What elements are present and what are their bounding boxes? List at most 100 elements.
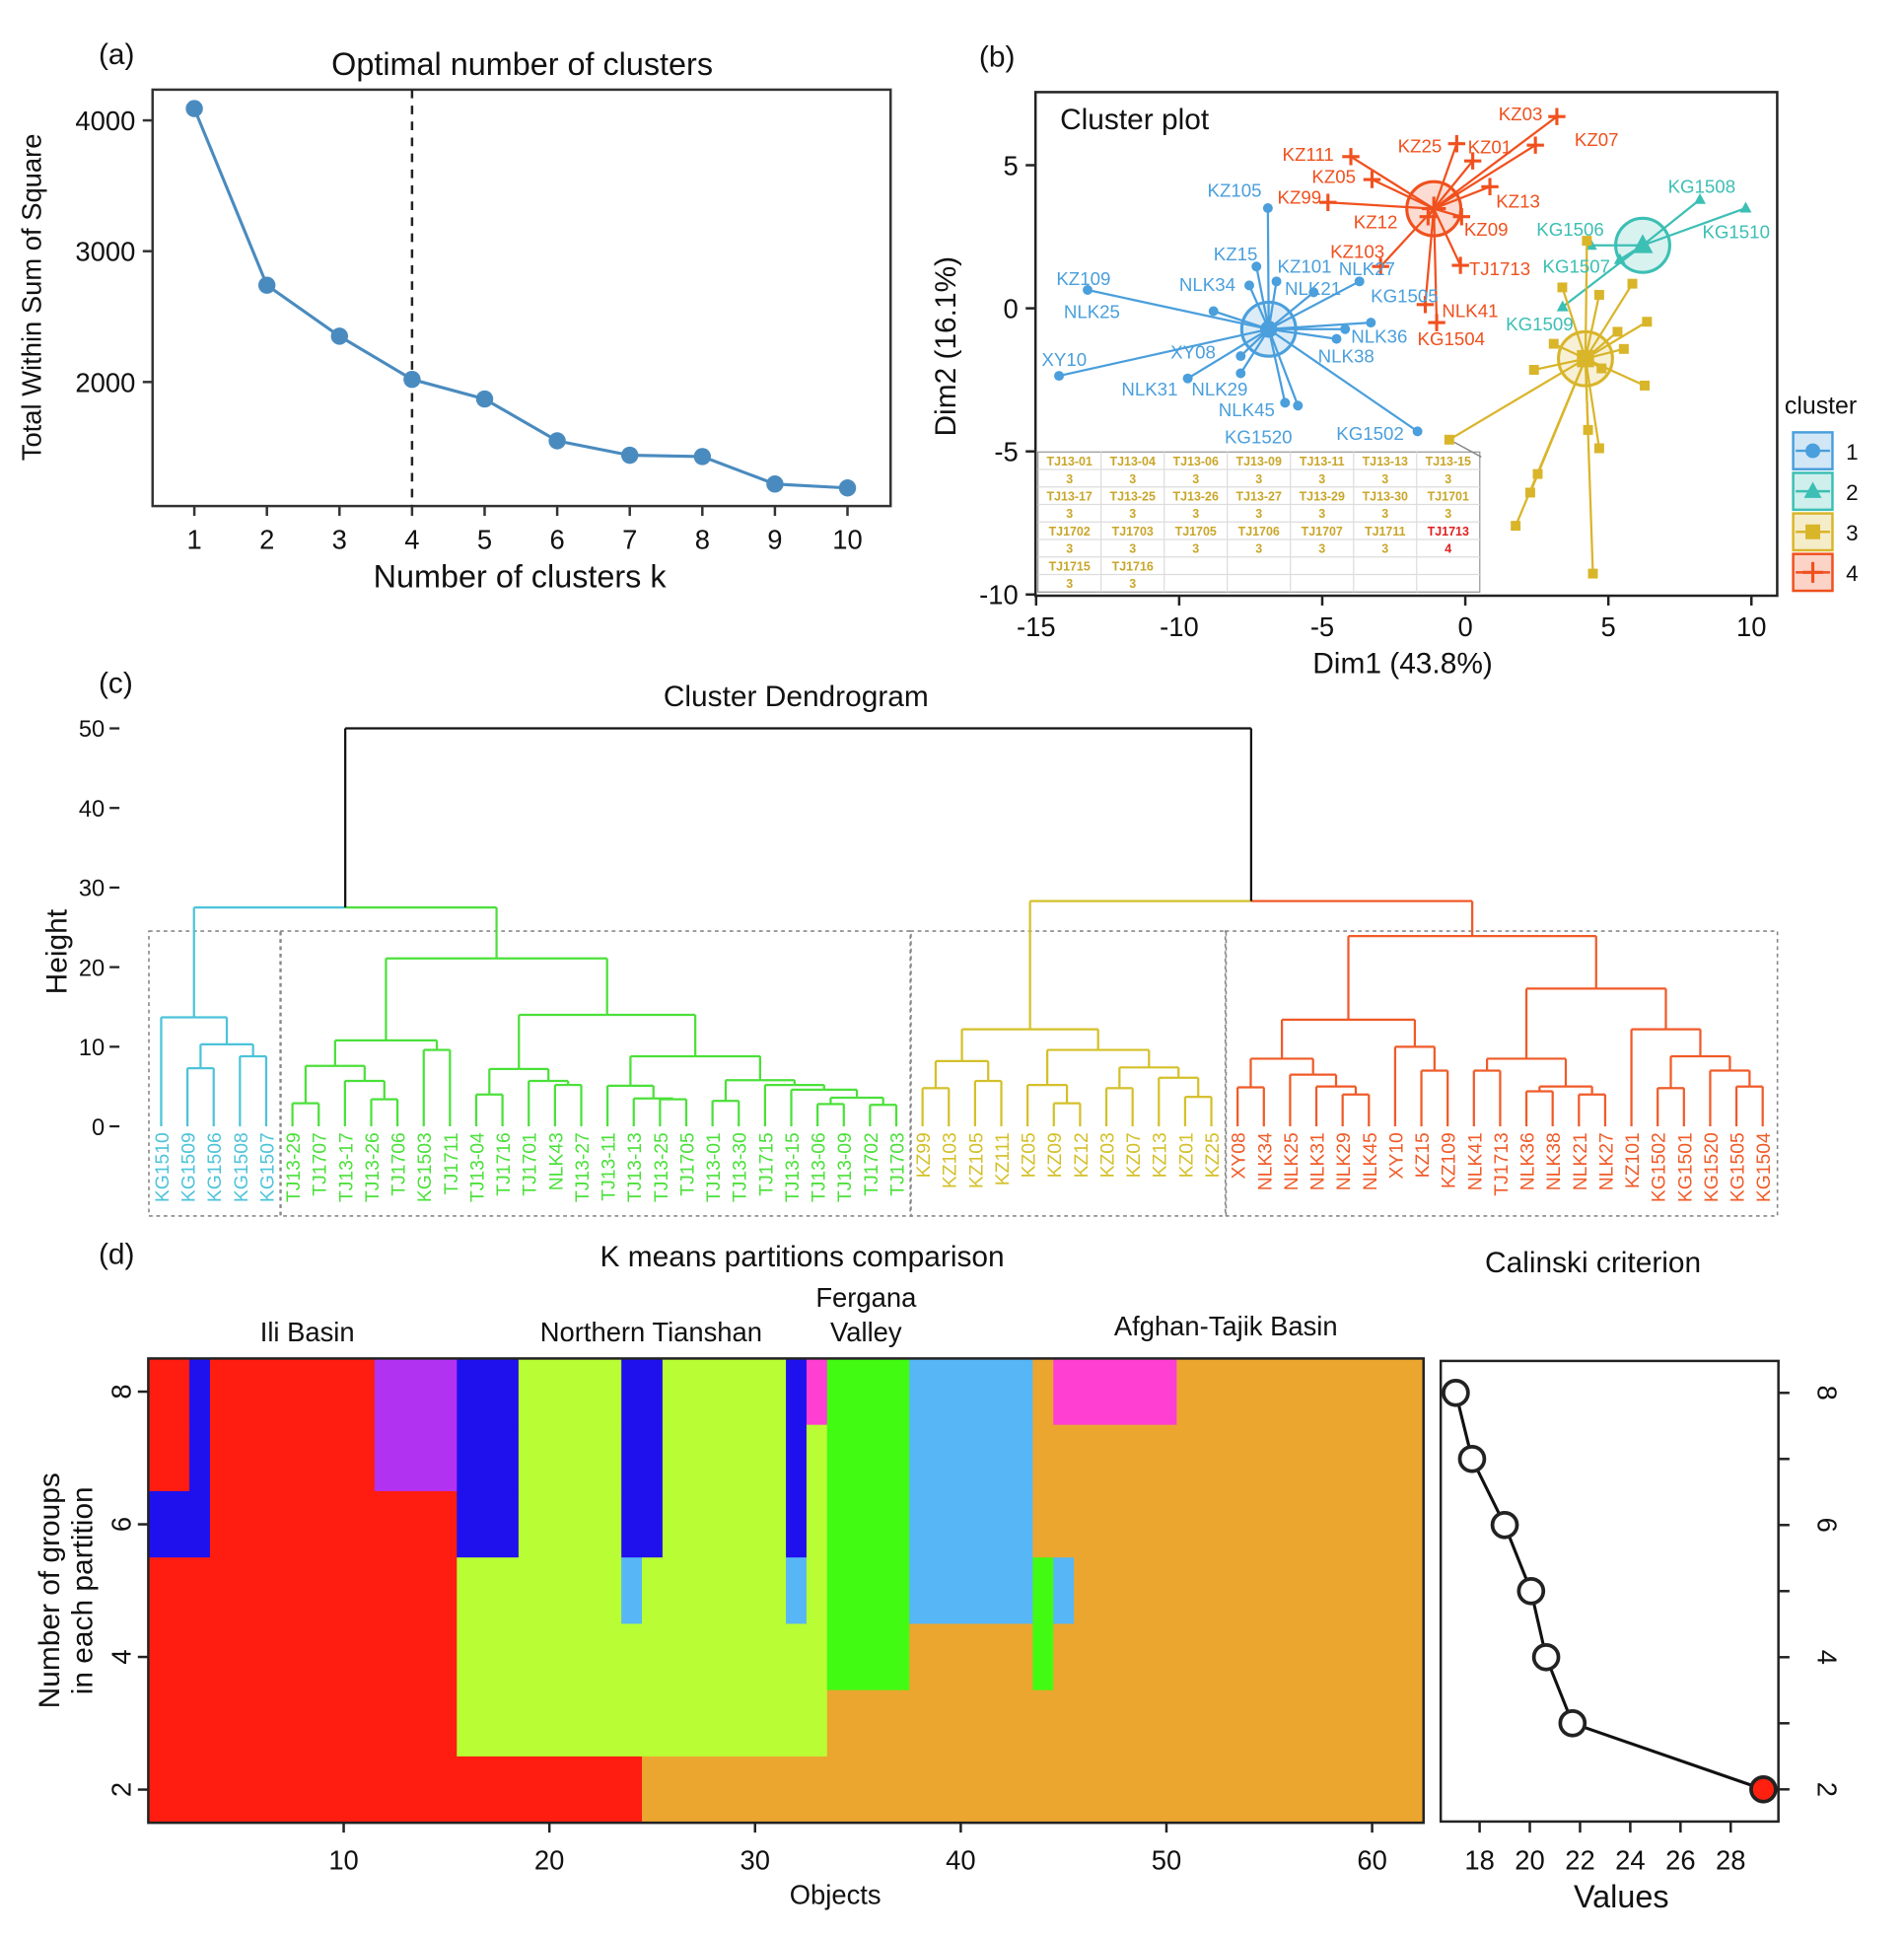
data-point	[1531, 1642, 1561, 1672]
leaf-label: TJ13-13	[625, 1132, 646, 1202]
cross-marker	[1481, 178, 1499, 195]
point-label: KZ07	[1575, 129, 1619, 150]
chart-title: Cluster plot	[1060, 104, 1210, 136]
leaf-label: TJ13-15	[783, 1132, 804, 1202]
table-cluster-value: 3	[1445, 472, 1451, 486]
table-cluster-value: 3	[1318, 542, 1325, 556]
point-label: KZ09	[1464, 219, 1509, 240]
data-point	[403, 370, 421, 389]
cluster-group-box	[279, 930, 912, 1217]
x-tick-label: -10	[1160, 611, 1199, 642]
circle-marker	[1280, 397, 1291, 408]
table-sample-name: TJ13-01	[1047, 455, 1093, 468]
table-sample-name: TJ13-06	[1173, 455, 1219, 468]
triangle-marker	[1632, 234, 1654, 253]
center-link	[1584, 358, 1600, 449]
leaf-label: TJ1706	[389, 1132, 410, 1195]
leaf-label: XY08	[1230, 1132, 1250, 1179]
data-point	[185, 100, 203, 117]
leaf-label: TJ13-29	[284, 1132, 305, 1202]
leaf-label: TJ1702	[862, 1132, 882, 1195]
cross-marker	[1451, 256, 1469, 274]
table-sample-name: TJ1715	[1049, 559, 1091, 573]
legend: cluster 1 2 3 4	[1785, 393, 1859, 593]
center-link	[1424, 208, 1436, 305]
heatmap-cell-segment	[826, 1490, 910, 1558]
point-label: NLK27	[1339, 258, 1395, 279]
heatmap-cell-segment	[642, 1557, 787, 1625]
x-tick-label: 28	[1716, 1845, 1745, 1876]
square-marker	[1618, 343, 1629, 354]
table-sample-name: TJ1711	[1365, 525, 1406, 538]
center-link	[1585, 321, 1648, 360]
heatmap-cell-segment	[148, 1490, 211, 1558]
square-marker	[1511, 521, 1521, 532]
circle-marker	[1235, 368, 1246, 379]
plot-frame	[151, 88, 892, 508]
table-cluster-value: 3	[1066, 577, 1073, 591]
center-link	[1058, 327, 1269, 378]
cross-marker	[1526, 136, 1544, 154]
circle-marker	[1340, 323, 1351, 334]
center-link	[1379, 207, 1435, 267]
y-tick-label: 4	[106, 1649, 136, 1664]
cluster-group-box	[909, 930, 1228, 1217]
center-link	[1433, 208, 1439, 323]
heatmap-cell-segment	[621, 1358, 664, 1426]
circle-marker	[1182, 373, 1193, 384]
x-tick-label: 30	[740, 1845, 770, 1876]
cross-marker	[1416, 296, 1435, 314]
cross-marker	[1452, 208, 1471, 226]
y-tick-label: 30	[79, 877, 105, 902]
x-tick-label: 22	[1565, 1845, 1594, 1876]
table-sample-name: TJ1706	[1238, 525, 1280, 538]
point-label: NLK38	[1318, 345, 1375, 366]
x-tick-label: 10	[328, 1845, 358, 1876]
center-link	[1515, 358, 1587, 527]
leaf-label: NLK27	[1596, 1132, 1617, 1190]
table-cluster-value: 3	[1381, 507, 1388, 521]
table-cluster-value: 3	[1129, 542, 1136, 556]
y-tick-label: 3000	[75, 237, 135, 267]
circle-marker	[1262, 203, 1273, 214]
point-label: NLK34	[1179, 274, 1235, 295]
cross-marker	[1802, 561, 1823, 583]
center-link	[1562, 244, 1644, 309]
center-link	[1584, 241, 1588, 359]
leaf-label: KZ01	[1176, 1132, 1197, 1178]
triangle-marker	[1613, 252, 1626, 264]
leaf-label: KZ12	[1072, 1132, 1093, 1178]
chart-title: Calinski criterion	[1485, 1247, 1701, 1279]
center-link	[1433, 185, 1491, 210]
data-point	[548, 432, 566, 450]
table-cluster-value: 3	[1318, 472, 1325, 486]
heatmap-cell-segment	[642, 1756, 1425, 1824]
circle-marker	[1331, 333, 1342, 344]
circle-marker	[1244, 280, 1254, 291]
point-label: KZ03	[1499, 104, 1543, 124]
plot-frame	[1033, 91, 1779, 598]
table-sample-name: TJ1702	[1049, 525, 1091, 538]
x-tick-label: 10	[832, 525, 862, 555]
table-cluster-value: 3	[1192, 472, 1199, 486]
square-marker	[1612, 326, 1623, 337]
table-sample-name: TJ1707	[1302, 525, 1343, 538]
leaf-label: TJ1701	[521, 1132, 541, 1195]
y-tick-label: 20	[79, 956, 105, 981]
chart-title: Cluster Dendrogram	[664, 681, 929, 713]
y-tick-label: 2	[106, 1782, 136, 1797]
cluster-table: TJ13-01 3 TJ13-04 3 TJ13-06 3 TJ13-09 3 TJ13-11 3…	[1037, 451, 1481, 593]
heatmap-cell-segment	[806, 1358, 828, 1426]
center-link	[1255, 266, 1270, 329]
square-marker	[1532, 468, 1543, 479]
table-sample-name: TJ13-15	[1426, 455, 1471, 468]
heatmap-cell-segment	[826, 1689, 1425, 1758]
heatmap-cell-segment	[1074, 1557, 1425, 1625]
square-marker	[1587, 568, 1598, 579]
table-cluster-value: 3	[1129, 577, 1136, 591]
triangle-marker	[1694, 192, 1707, 204]
center-link	[1642, 206, 1746, 247]
table-sample-name: TJ1705	[1175, 525, 1217, 538]
